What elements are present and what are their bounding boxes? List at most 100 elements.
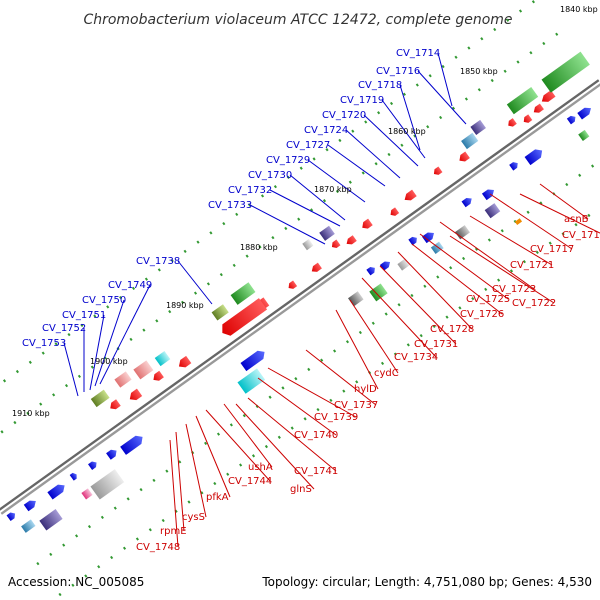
gene-block bbox=[133, 360, 154, 380]
gene-block bbox=[154, 351, 171, 367]
tick-mark bbox=[535, 250, 539, 255]
tick-mark bbox=[119, 295, 123, 300]
tick-mark bbox=[216, 432, 221, 436]
tick-mark bbox=[264, 444, 268, 449]
reverse-gene bbox=[523, 114, 533, 123]
leader-line bbox=[94, 299, 125, 387]
tick-mark bbox=[258, 245, 262, 249]
tick-mark bbox=[297, 217, 301, 221]
tick-mark bbox=[509, 269, 514, 273]
tick-mark bbox=[52, 393, 56, 397]
tick-mark bbox=[493, 27, 497, 32]
gene-label: CV_1723 bbox=[492, 284, 536, 295]
gene-block bbox=[514, 218, 523, 226]
gene-block bbox=[114, 371, 132, 388]
tick-mark bbox=[87, 524, 92, 529]
gene-block bbox=[319, 225, 335, 241]
reverse-gene bbox=[508, 118, 517, 127]
tick-mark bbox=[41, 351, 45, 355]
tick-mark bbox=[542, 41, 546, 46]
gene-label: CV_1748 bbox=[136, 542, 180, 553]
tick-mark bbox=[348, 180, 352, 184]
tick-mark bbox=[591, 164, 595, 168]
leader-line bbox=[345, 129, 401, 179]
tick-mark bbox=[345, 340, 350, 344]
tick-mark bbox=[157, 268, 161, 272]
tick-mark bbox=[170, 258, 174, 263]
leader-line bbox=[449, 235, 555, 304]
tick-mark bbox=[75, 534, 79, 538]
tick-mark bbox=[506, 18, 510, 22]
gene-label: CV_1728 bbox=[430, 324, 474, 335]
leader-line bbox=[89, 314, 105, 391]
tick-mark bbox=[445, 315, 449, 319]
gene-label: CV_1716 bbox=[376, 66, 420, 77]
tick-mark bbox=[464, 97, 468, 101]
tick-mark bbox=[449, 266, 453, 270]
gene-label: CV_1751 bbox=[62, 310, 106, 321]
leader-line bbox=[349, 299, 399, 374]
tick-mark bbox=[64, 383, 69, 388]
tick-mark bbox=[181, 300, 185, 305]
tick-mark bbox=[316, 407, 320, 412]
reverse-gene bbox=[110, 399, 121, 410]
forward-gene bbox=[6, 512, 16, 522]
leader-line bbox=[185, 423, 207, 518]
leader-line bbox=[63, 342, 79, 397]
forward-gene bbox=[69, 472, 77, 481]
kbp-marker: 1850 kbp bbox=[460, 67, 498, 76]
kbp-marker: 1910 kbp bbox=[12, 409, 50, 418]
gene-label: CV_1724 bbox=[304, 125, 348, 136]
tick-mark bbox=[529, 51, 533, 55]
tick-mark bbox=[193, 291, 198, 295]
tick-mark bbox=[548, 241, 552, 245]
leader-line bbox=[175, 431, 185, 532]
tick-mark bbox=[454, 55, 458, 59]
reverse-gene bbox=[541, 90, 556, 102]
leader-line bbox=[335, 309, 379, 390]
tick-mark bbox=[122, 546, 127, 550]
gene-label: asnB bbox=[564, 214, 589, 225]
gene-label: CV_1750 bbox=[82, 295, 126, 306]
tick-mark bbox=[587, 213, 591, 218]
tick-mark bbox=[26, 411, 30, 415]
map-title: Chromobacterium violaceum ATCC 12472, co… bbox=[83, 12, 512, 28]
kbp-marker: 1890 kbp bbox=[166, 301, 204, 310]
gene-block bbox=[237, 368, 266, 394]
backbone-strand bbox=[0, 79, 600, 511]
gene-label: CV_1722 bbox=[512, 298, 556, 309]
leader-line bbox=[289, 174, 346, 221]
leader-line bbox=[417, 70, 467, 125]
tick-mark bbox=[290, 426, 294, 430]
tick-mark bbox=[49, 552, 53, 556]
tick-mark bbox=[503, 69, 507, 73]
tick-mark bbox=[467, 46, 471, 50]
tick-mark bbox=[397, 303, 401, 307]
gene-block bbox=[348, 291, 364, 307]
gene-block bbox=[39, 509, 63, 531]
tick-mark bbox=[531, 0, 535, 4]
leader-line bbox=[195, 415, 231, 498]
tick-mark bbox=[206, 282, 210, 286]
leader-line bbox=[305, 349, 377, 406]
forward-gene bbox=[524, 149, 543, 166]
gene-label: CV_1730 bbox=[248, 170, 292, 181]
gene-block bbox=[230, 282, 256, 305]
tick-mark bbox=[80, 323, 84, 327]
tick-mark bbox=[335, 189, 339, 194]
tick-mark bbox=[358, 330, 362, 335]
gene-block bbox=[430, 241, 444, 254]
tick-mark bbox=[303, 417, 307, 421]
tick-mark bbox=[312, 157, 316, 161]
kbp-marker: 1860 kbp bbox=[388, 127, 426, 136]
reverse-gene bbox=[390, 207, 400, 216]
tick-mark bbox=[500, 229, 504, 233]
tick-mark bbox=[299, 166, 303, 170]
gene-label: CV_1734 bbox=[394, 352, 438, 363]
reverse-gene bbox=[533, 103, 544, 113]
tick-mark bbox=[152, 478, 156, 483]
tick-mark bbox=[441, 64, 445, 69]
gene-label: pfkA bbox=[206, 492, 229, 503]
